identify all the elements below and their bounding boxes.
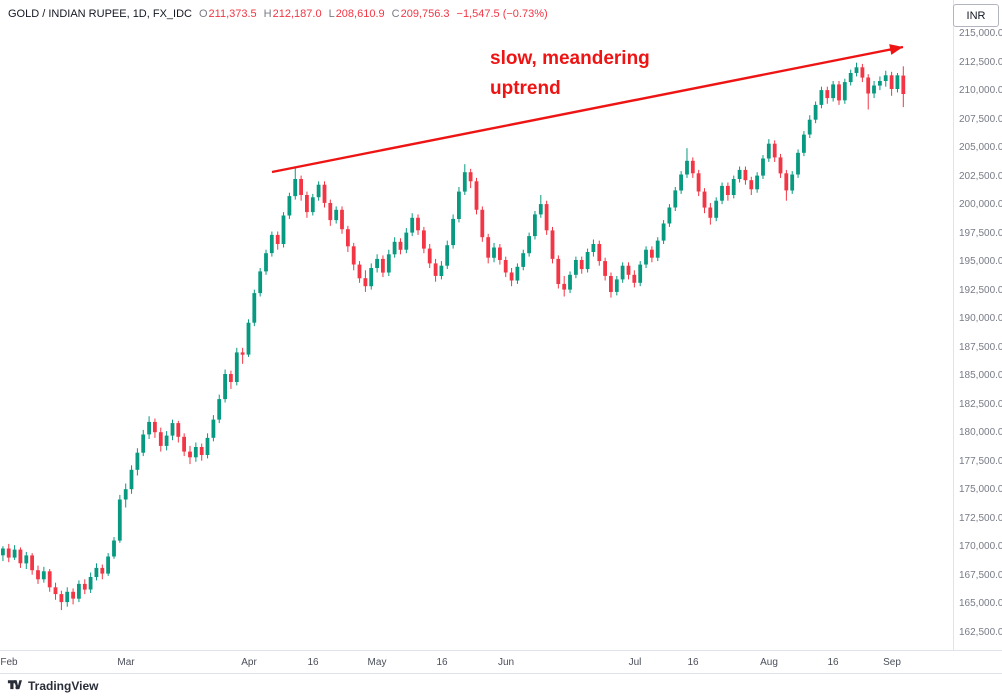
currency-unit-button[interactable]: INR [953,4,999,27]
ohlc-low: L 208,610.9 [328,8,385,20]
brand-name[interactable]: TradingView [28,678,99,693]
price-tick-label: 215,000.0 [959,28,1002,39]
time-tick-label: Jun [497,657,515,668]
price-tick-label: 187,500.0 [959,342,1002,353]
time-tick-label: 16 [436,657,448,668]
price-tick-label: 205,000.0 [959,142,1002,153]
price-tick-label: 197,500.0 [959,228,1002,239]
price-tick-label: 162,500.0 [959,627,1002,638]
price-tick-label: 182,500.0 [959,399,1002,410]
price-tick-label: 190,000.0 [959,313,1002,324]
time-tick-label: Jul [628,657,642,668]
time-axis[interactable]: Feb Mar Apr 16 May 16 Jun Jul 16 Aug 16 Sep [0,650,1002,674]
time-tick-label: Sep [883,657,901,668]
price-tick-label: 202,500.0 [959,171,1002,182]
candlestick-chart[interactable] [0,0,953,650]
trend-arrow [271,44,904,174]
time-tick-label: May [367,657,387,668]
time-tick-label: Mar [117,657,135,668]
tradingview-logo-icon[interactable] [7,679,23,693]
price-tick-label: 167,500.0 [959,570,1002,581]
time-tick-label: Aug [760,657,778,668]
ohlc-open: O 211,373.5 [198,8,257,20]
price-tick-label: 165,000.0 [959,598,1002,609]
price-tick-label: 200,000.0 [959,199,1002,210]
price-tick-label: 175,000.0 [959,484,1002,495]
price-tick-label: 210,000.0 [959,85,1002,96]
symbol-legend: GOLD / INDIAN RUPEE, 1D, FX_IDC O 211,373… [8,8,548,20]
change-readout: −1,547.5 (−0.73%) [456,8,548,20]
price-tick-label: 172,500.0 [959,513,1002,524]
ohlc-high: H 212,187.0 [263,8,322,20]
price-axis[interactable]: 215,000.0 212,500.0 210,000.0 207,500.0 205,… [953,0,1002,650]
price-tick-label: 192,500.0 [959,285,1002,296]
annotation-text[interactable]: slow, meandering uptrend [490,44,650,105]
price-tick-label: 170,000.0 [959,541,1002,552]
time-tick-label: 16 [827,657,839,668]
time-tick-label: 16 [687,657,699,668]
annotation-line-1: slow, meandering [490,48,650,69]
price-tick-label: 185,000.0 [959,370,1002,381]
time-tick-label: Feb [0,657,18,668]
time-tick-label: Apr [241,657,257,668]
footer-bar: TradingView [0,673,1002,697]
time-tick-label: 16 [307,657,319,668]
price-tick-label: 180,000.0 [959,427,1002,438]
symbol-title[interactable]: GOLD / INDIAN RUPEE, 1D, FX_IDC [8,8,192,20]
price-tick-label: 177,500.0 [959,456,1002,467]
price-tick-label: 207,500.0 [959,114,1002,125]
ohlc-close: C 209,756.3 [391,8,450,20]
price-tick-label: 212,500.0 [959,57,1002,68]
price-tick-label: 195,000.0 [959,256,1002,267]
annotation-line-2: uptrend [490,78,561,100]
